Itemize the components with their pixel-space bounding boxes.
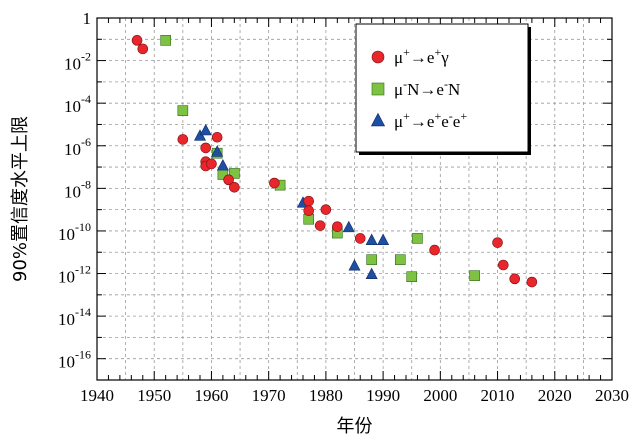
y-tick-label: 10-10 [58, 220, 91, 244]
data-marks [131, 35, 538, 288]
data-point-square [229, 168, 240, 179]
series-square [160, 35, 480, 283]
data-point-triangle [199, 123, 212, 136]
data-point-square [412, 233, 423, 244]
x-tick-label: 1980 [309, 386, 343, 405]
data-point-circle [200, 142, 212, 154]
data-point-triangle [365, 233, 378, 245]
y-tick-label: 10-16 [58, 348, 91, 372]
data-point-square [366, 254, 377, 265]
data-point-triangle [377, 233, 390, 245]
data-point-square [160, 35, 171, 46]
x-tick-label: 1950 [137, 386, 171, 405]
y-tick-label: 10-12 [58, 263, 91, 287]
data-point-triangle [348, 259, 361, 271]
data-point-square [469, 270, 480, 281]
x-tick-label: 2010 [481, 386, 515, 405]
legend-label: μ-N→e-N [394, 77, 460, 99]
legend-marker-triangle [370, 112, 386, 127]
x-tick-label: 1940 [80, 386, 114, 405]
data-point-triangle [365, 267, 378, 280]
x-tick-label: 2000 [423, 386, 457, 405]
series-circle [131, 35, 538, 288]
data-point-circle [177, 134, 189, 145]
data-point-circle [211, 131, 223, 143]
data-point-triangle [342, 220, 355, 233]
x-tick-label: 2030 [595, 386, 629, 405]
x-tick-label: 1970 [252, 386, 286, 405]
data-point-circle [303, 205, 315, 217]
data-point-circle [429, 244, 440, 256]
data-point-circle [206, 158, 217, 170]
data-point-square [406, 271, 418, 283]
legend-label: μ+→e+e-e+ [394, 109, 467, 131]
data-point-circle [229, 181, 240, 193]
data-point-triangle [211, 145, 224, 157]
legend-label: μ+→e+γ [394, 45, 449, 67]
data-point-circle [526, 276, 538, 288]
data-point-triangle [216, 159, 229, 171]
data-point-square [177, 105, 189, 116]
data-point-circle [320, 204, 332, 215]
data-point-circle [303, 195, 315, 207]
y-tick-label: 10-8 [64, 177, 91, 201]
grid-lines [97, 18, 612, 380]
data-point-circle [497, 259, 509, 271]
data-point-circle [314, 220, 326, 231]
x-tick-label: 1960 [194, 386, 228, 405]
y-tick-label: 10-6 [64, 135, 91, 159]
data-point-circle [509, 273, 521, 285]
plot-frame [96, 17, 613, 381]
data-point-circle [332, 221, 343, 232]
tick-labels: 1940 1950 1960 1970 1980 1990 2000 2010 2020 2030… [58, 9, 629, 405]
y-tick-label: 1 [83, 9, 92, 28]
legend-box [355, 23, 529, 153]
y-tick-label: 10-14 [58, 305, 91, 329]
legend-marker-square [371, 82, 385, 96]
legend: μ+→e+γ μ-N→e-N μ+→e+e-e+ [355, 23, 531, 155]
data-point-circle [131, 35, 143, 46]
x-tick-label: 2020 [538, 386, 572, 405]
data-point-circle [137, 43, 149, 55]
data-point-circle [492, 237, 503, 248]
legend-marker-circle [371, 50, 385, 64]
data-point-circle [354, 233, 366, 244]
axis-ticks [96, 17, 613, 381]
data-point-square [394, 254, 406, 265]
x-axis-label: 年份 [337, 416, 373, 437]
y-tick-label: 10-4 [64, 92, 91, 116]
x-tick-label: 1990 [366, 386, 400, 405]
data-point-circle [223, 174, 234, 186]
y-tick-label: 10-2 [64, 50, 91, 74]
y-axis-label: 90%置信度水平上限 [10, 116, 31, 282]
data-point-circle [269, 177, 280, 189]
